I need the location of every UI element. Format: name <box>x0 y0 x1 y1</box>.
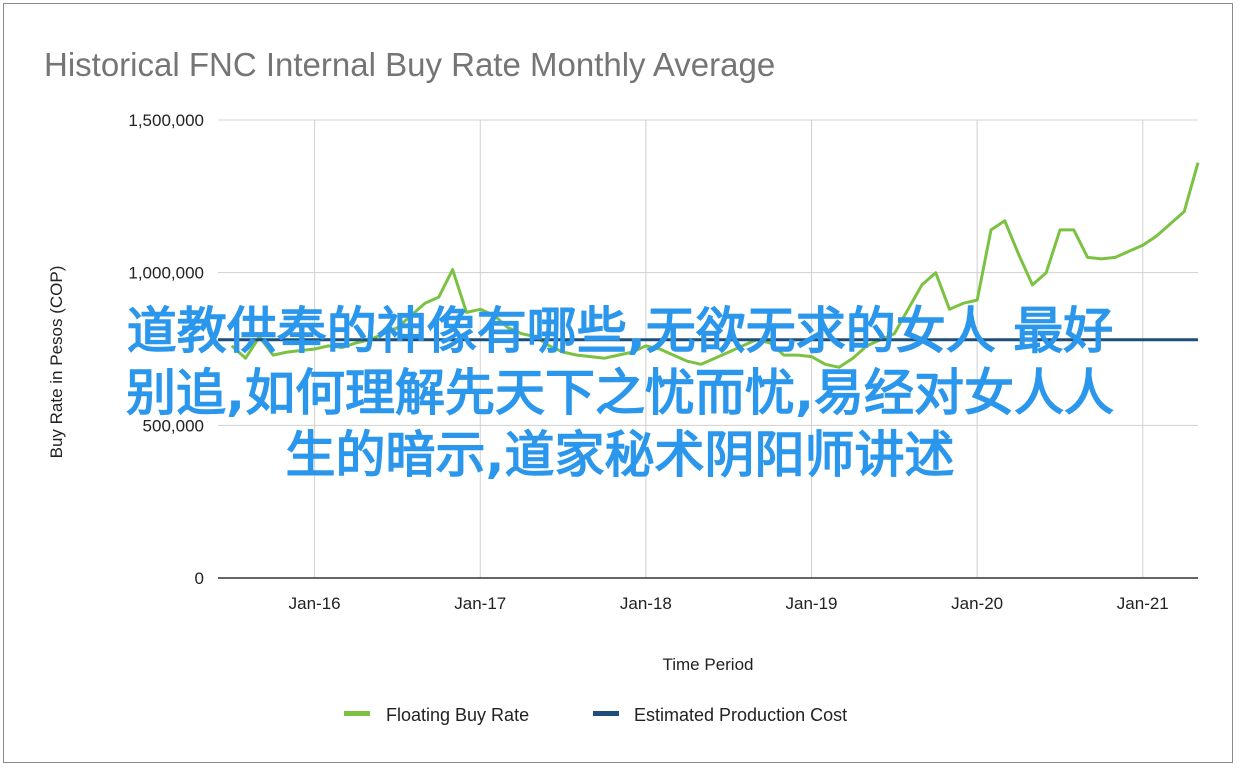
x-tick-label: Jan-17 <box>454 594 506 613</box>
y-tick-label: 0 <box>195 569 204 588</box>
legend-label-floating-buy-rate: Floating Buy Rate <box>386 705 529 725</box>
overlay-line-2: 别追,如何理解先天下之忧而忧,易经对女人人 <box>126 364 1114 422</box>
overlay-line-3: 生的暗示,道家秘术阴阳师讲述 <box>285 426 955 484</box>
y-tick-label: 500,000 <box>143 416 204 435</box>
series-line-floating-buy-rate <box>230 162 1200 369</box>
chart-frame <box>3 3 1233 763</box>
overlay-banner-text: 道教供奉的神像有哪些,无欲无求的女人 最好 别追,如何理解先天下之忧而忧,易经对… <box>0 300 1240 486</box>
legend: Floating Buy Rate Estimated Production C… <box>344 705 847 725</box>
legend-label-estimated-production-cost: Estimated Production Cost <box>634 705 847 725</box>
x-tick-label: Jan-19 <box>786 594 838 613</box>
legend-item-estimated-production-cost: Estimated Production Cost <box>593 705 847 725</box>
x-tick-label: Jan-21 <box>1117 594 1169 613</box>
y-tick-label: 1,500,000 <box>128 111 204 130</box>
legend-swatch-floating-buy-rate <box>344 711 370 716</box>
x-tick-label: Jan-16 <box>289 594 341 613</box>
axes: 0 500,000 1,000,000 1,500,000 Jan-16 Jan-17 Ja… <box>128 111 1198 613</box>
legend-item-floating-buy-rate: Floating Buy Rate <box>344 705 529 725</box>
x-axis-title: Time Period <box>662 655 753 674</box>
y-axis-title: Buy Rate in Pesos (COP) <box>47 266 66 459</box>
overlay-line-1: 道教供奉的神像有哪些,无欲无求的女人 最好 <box>126 302 1114 360</box>
gridlines <box>218 119 1198 578</box>
series-lines <box>218 162 1200 369</box>
x-tick-label: Jan-20 <box>951 594 1003 613</box>
chart-title: Historical FNC Internal Buy Rate Monthly… <box>44 46 775 83</box>
legend-swatch-estimated-production-cost <box>593 711 619 716</box>
x-tick-label: Jan-18 <box>620 594 672 613</box>
y-tick-label: 1,000,000 <box>128 264 204 283</box>
